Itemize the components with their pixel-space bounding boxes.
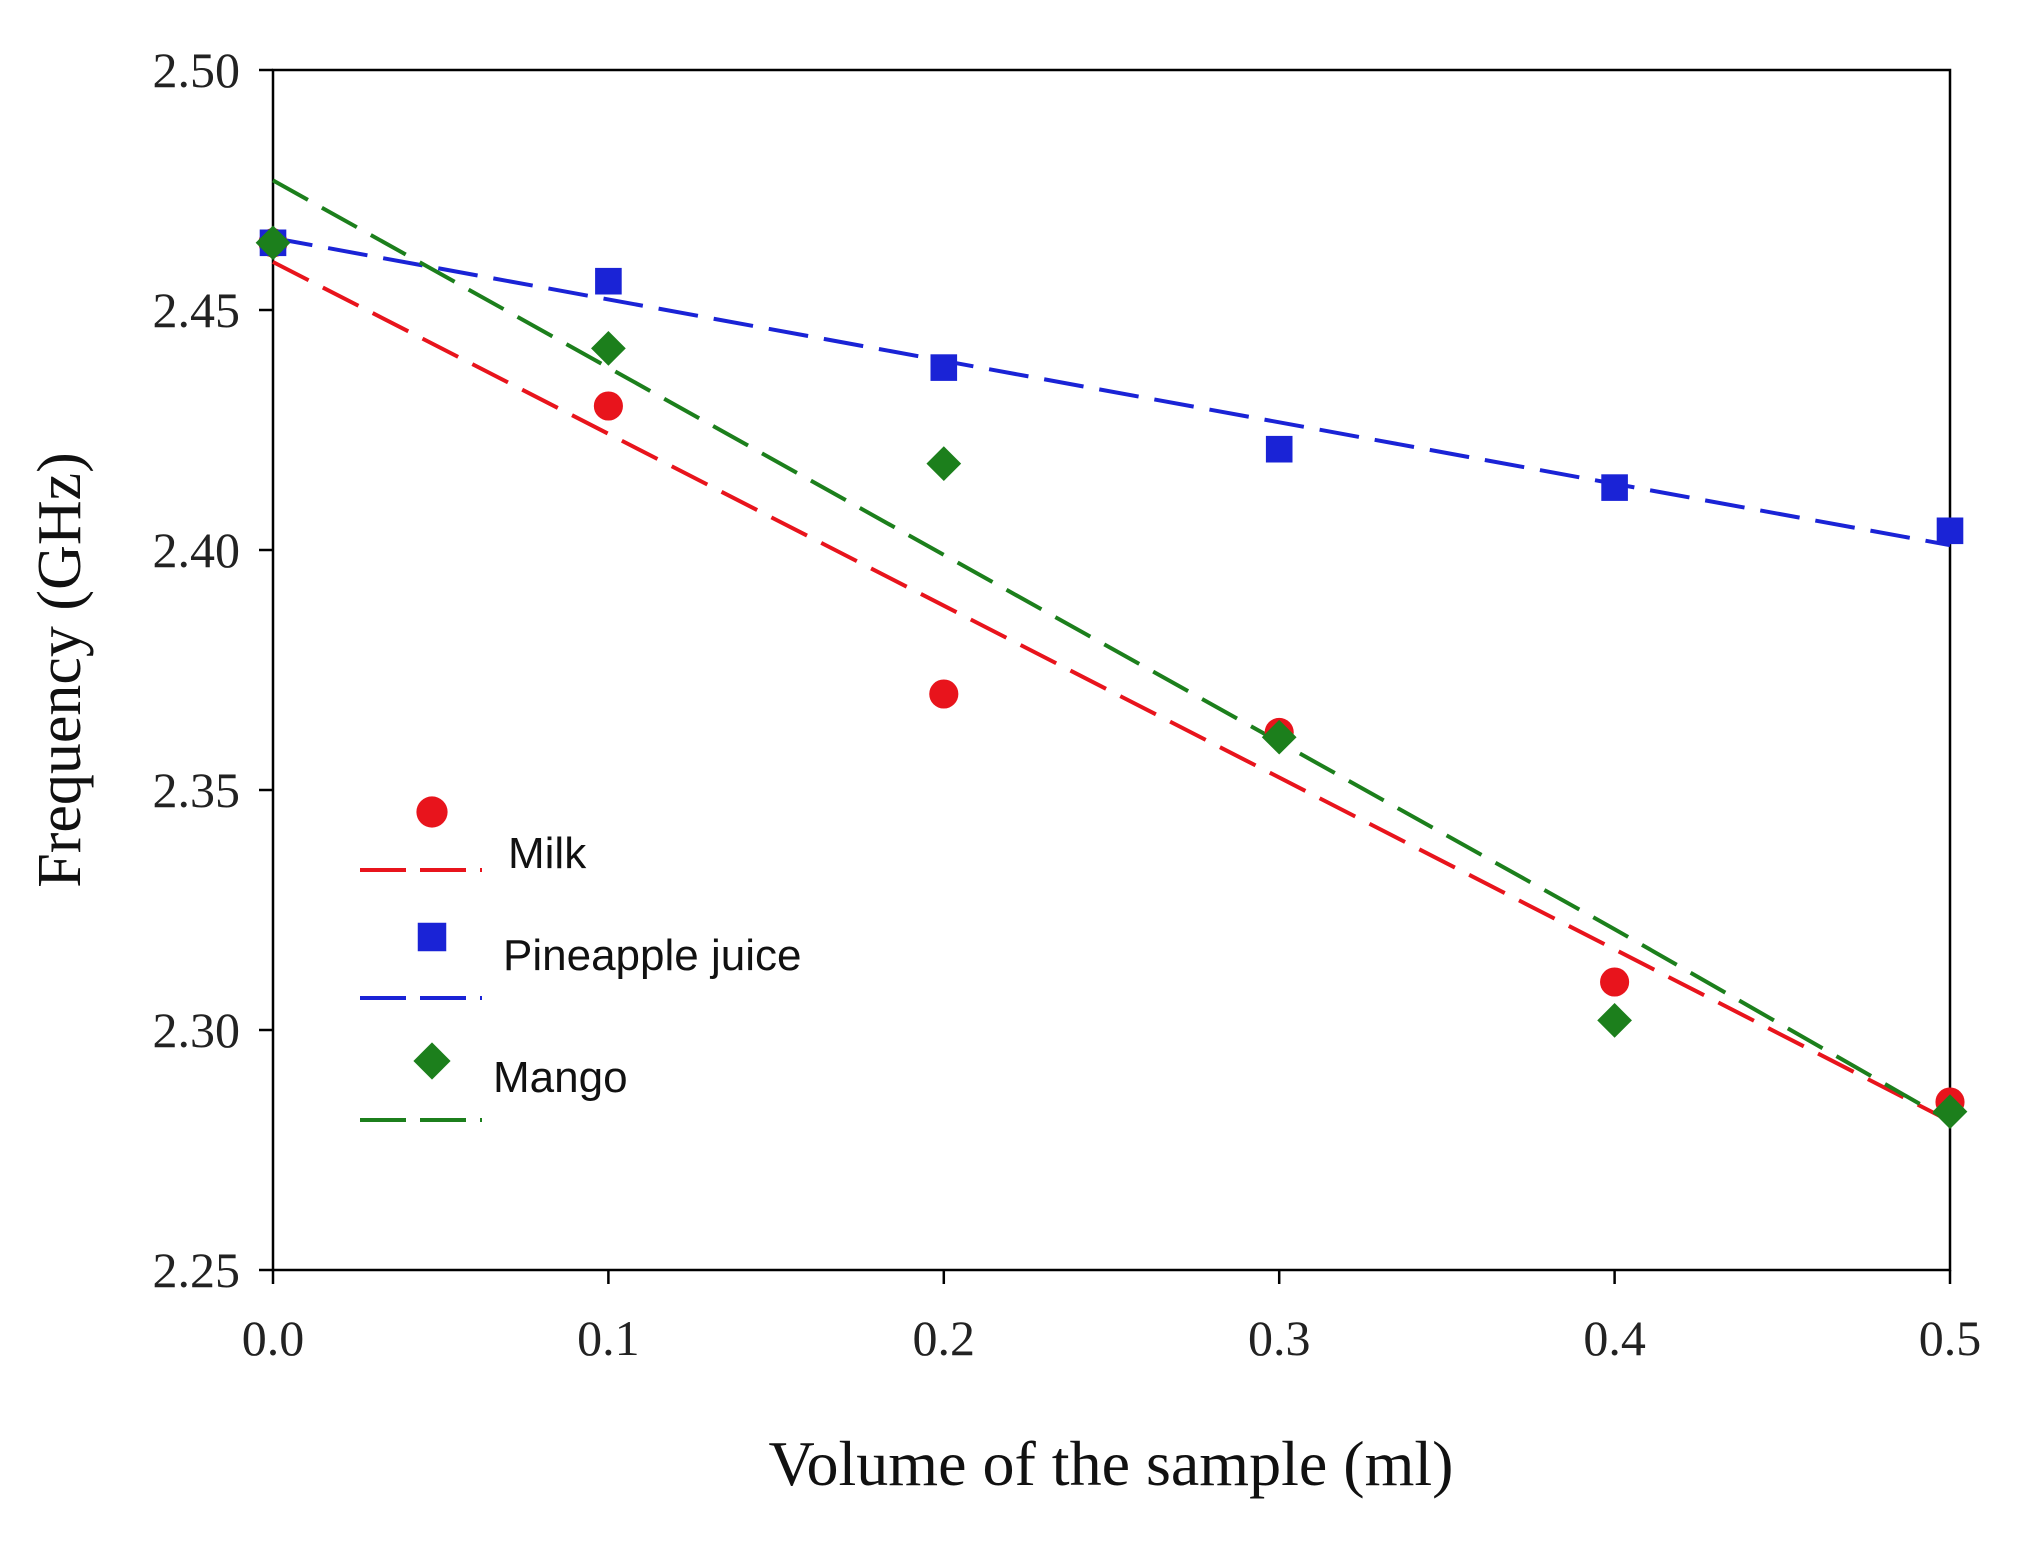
x-tick-label: 0.5: [1919, 1310, 1982, 1366]
fit-line-pineapple-juice: [272, 236, 1951, 548]
x-tick-label: 0.0: [242, 1310, 305, 1366]
legend-label-pineapple-juice: Pineapple juice: [503, 931, 801, 980]
data-point-mango: [1261, 719, 1297, 755]
data-point-pineapple-juice: [1601, 474, 1628, 501]
data-point-milk: [593, 391, 623, 421]
data-point-pineapple-juice: [595, 267, 622, 295]
y-axis-label: Frequency (GHz): [26, 452, 94, 888]
fit-line-mango: [272, 178, 1951, 1123]
legend-label-mango: Mango: [493, 1053, 628, 1102]
data-point-mango: [1597, 1003, 1632, 1038]
legend-marker-pineapple-juice: [417, 922, 447, 952]
fit-line-milk: [272, 260, 1951, 1123]
x-tick-label: 0.3: [1248, 1310, 1311, 1366]
data-point-mango: [926, 446, 962, 481]
data-point-pineapple-juice: [1936, 517, 1964, 545]
legend-label-milk: Milk: [508, 829, 587, 878]
legend-marker-mango: [413, 1042, 451, 1080]
legend-marker-milk: [416, 796, 448, 828]
data-point-mango: [591, 331, 626, 366]
x-axis-ticks: 0.0 0.1 0.2 0.3 0.4 0.5: [242, 1270, 1982, 1366]
data-markers: [255, 225, 1968, 1129]
data-point-milk: [1600, 967, 1630, 997]
x-axis-label: Volume of the sample (ml): [769, 1428, 1454, 1499]
y-tick-label: 2.30: [153, 1002, 241, 1058]
y-tick-label: 2.45: [153, 282, 241, 338]
x-tick-label: 0.1: [577, 1310, 640, 1366]
y-tick-label: 2.35: [153, 762, 241, 818]
legend: Milk Pineapple juice Mango: [360, 796, 801, 1122]
y-tick-label: 2.50: [153, 42, 241, 98]
fit-lines: [272, 178, 1951, 1123]
data-point-milk: [929, 679, 959, 709]
x-tick-label: 0.2: [913, 1310, 976, 1366]
y-axis-ticks: 2.25 2.30 2.35 2.40 2.45 2.50: [153, 42, 273, 1298]
y-tick-label: 2.40: [153, 522, 241, 578]
plot-frame: [271, 68, 1952, 1272]
y-tick-label: 2.25: [153, 1242, 241, 1298]
data-point-mango: [1932, 1094, 1968, 1129]
data-point-pineapple-juice: [930, 354, 958, 381]
data-point-pineapple-juice: [1265, 435, 1293, 463]
x-tick-label: 0.4: [1583, 1310, 1646, 1366]
data-point-mango: [255, 225, 291, 261]
